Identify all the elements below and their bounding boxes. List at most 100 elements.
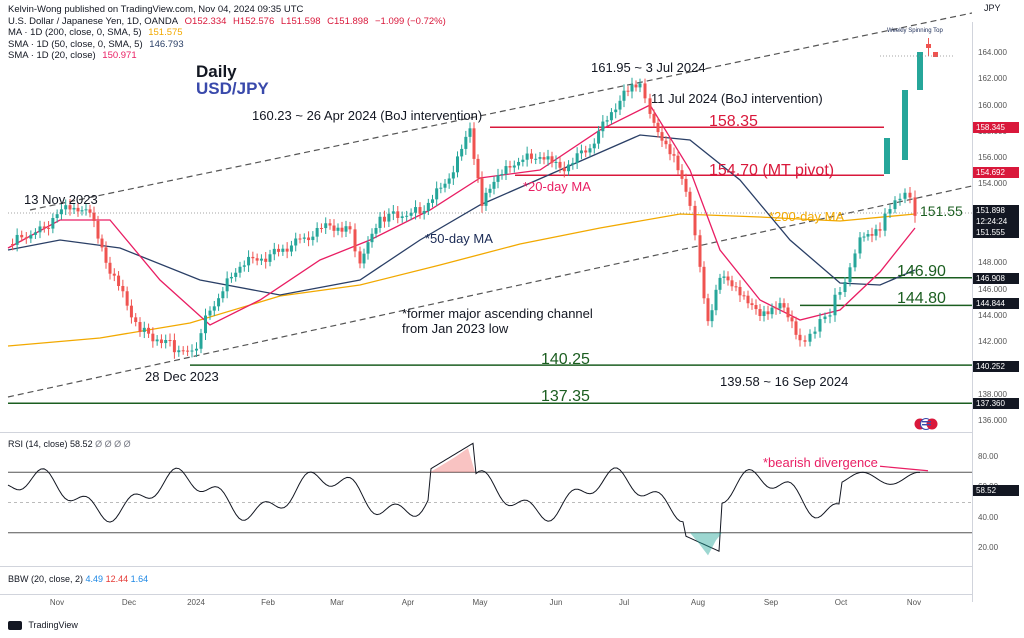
candle <box>387 208 391 228</box>
candle <box>435 181 439 207</box>
candle <box>460 144 464 161</box>
candle <box>878 222 882 238</box>
indicator-20sma[interactable]: SMA · 1D (20, close) 150.971 <box>8 50 450 62</box>
rsi-tick-label: 20.00 <box>978 542 999 552</box>
candle <box>484 187 488 211</box>
rsi-label: RSI (14, close) <box>8 439 68 449</box>
time-tick-label: Apr <box>401 598 415 607</box>
tradingview-logo[interactable]: TradingView <box>8 620 78 631</box>
events-flag-icon[interactable] <box>914 417 938 430</box>
candle <box>418 202 422 219</box>
candle <box>76 202 80 217</box>
candle <box>480 171 484 213</box>
candle <box>672 147 676 163</box>
rsi-chart[interactable] <box>0 433 972 566</box>
candlesticks[interactable] <box>11 77 917 359</box>
price-tick-label: 162.000 <box>978 74 1007 84</box>
candle <box>134 313 138 327</box>
price-tag: 144.844 <box>973 298 1019 309</box>
bbw-legend[interactable]: BBW (20, close, 2) 4.49 12.44 1.64 <box>8 574 148 584</box>
sma-20-line[interactable] <box>7 104 916 326</box>
sma-50-line[interactable] <box>7 134 916 296</box>
channel-lower-line[interactable] <box>7 185 972 398</box>
candle <box>710 304 714 328</box>
candle <box>534 153 538 165</box>
candle <box>643 78 647 104</box>
candle <box>181 346 185 355</box>
annotation-13nov: 13 Nov 2023 <box>24 192 98 207</box>
level-label-13735: 137.35 <box>541 388 590 405</box>
candle <box>212 300 216 317</box>
candle <box>72 203 76 215</box>
level-label-15835: 158.35 <box>709 113 758 130</box>
candle <box>468 122 472 143</box>
indicator-label: MA · 1D (200, close, 0, SMA, 5) <box>8 27 142 38</box>
indicator-label: SMA · 1D (20, close) <box>8 50 96 61</box>
ma-200-line[interactable] <box>7 213 916 347</box>
candle <box>913 190 917 223</box>
chart-subtitle: USD/JPY <box>196 79 269 98</box>
candle <box>738 280 742 302</box>
rsi-placeholders: Ø Ø Ø Ø <box>95 439 131 449</box>
candle <box>622 84 626 108</box>
candle <box>88 204 92 218</box>
candle <box>164 334 168 349</box>
candle <box>634 80 638 92</box>
candle <box>51 213 55 234</box>
candle <box>853 249 857 272</box>
price-tag: 154.692 <box>973 167 1019 178</box>
price-chart[interactable] <box>0 0 972 432</box>
candle <box>186 345 190 357</box>
candle <box>11 238 15 251</box>
annotation-sep-low: 139.58 ~ 16 Sep 2024 <box>720 374 849 389</box>
candle <box>726 271 730 286</box>
candle <box>129 299 133 324</box>
candle <box>281 244 285 256</box>
candle <box>302 233 306 243</box>
candle <box>414 200 418 220</box>
annotation-15155: 151.55 <box>920 203 963 219</box>
channel-upper-line[interactable] <box>29 12 972 211</box>
candle <box>688 187 692 211</box>
price-tick-label: 154.000 <box>978 179 1007 189</box>
candle <box>652 109 656 128</box>
candle <box>195 342 198 358</box>
indicator-200ma[interactable]: MA · 1D (200, close, 0, SMA, 5) 151.575 <box>8 27 450 39</box>
candle <box>874 224 878 241</box>
rsi-legend[interactable]: RSI (14, close) 58.52 Ø Ø Ø Ø <box>8 439 131 449</box>
candle <box>828 308 832 324</box>
candle <box>199 328 203 354</box>
candle <box>431 194 434 208</box>
candle <box>374 223 378 239</box>
candle <box>734 281 738 292</box>
candle <box>808 329 812 347</box>
candle <box>324 217 328 235</box>
candle <box>422 205 426 220</box>
candle <box>676 150 680 176</box>
candle <box>818 312 822 338</box>
candle <box>29 230 33 243</box>
candle <box>362 248 366 269</box>
pane-separator[interactable] <box>0 432 972 433</box>
price-tag: 158.345 <box>973 122 1019 133</box>
candle <box>746 290 750 309</box>
candle <box>229 272 233 283</box>
candle <box>664 136 668 149</box>
tv-brand-text: TradingView <box>28 620 78 630</box>
candle <box>838 287 842 300</box>
symbol-name[interactable]: U.S. Dollar / Japanese Yen, 1D, OANDA <box>8 15 179 27</box>
candle <box>247 250 251 272</box>
candle <box>307 231 311 247</box>
pane-separator[interactable] <box>0 566 972 567</box>
tv-logo-icon <box>8 621 22 631</box>
candle <box>898 193 902 206</box>
candle <box>782 298 786 313</box>
candle <box>391 205 395 221</box>
indicator-label: SMA · 1D (50, close, 0, SMA, 5) <box>8 38 143 50</box>
indicator-50sma[interactable]: SMA · 1D (50, close, 0, SMA, 5) 146.793 <box>8 39 450 51</box>
candle <box>121 279 125 298</box>
candle <box>68 198 72 216</box>
annotation-bearish-divergence: *bearish divergence <box>763 455 878 470</box>
rsi-line[interactable] <box>7 442 921 552</box>
candle <box>579 144 583 160</box>
